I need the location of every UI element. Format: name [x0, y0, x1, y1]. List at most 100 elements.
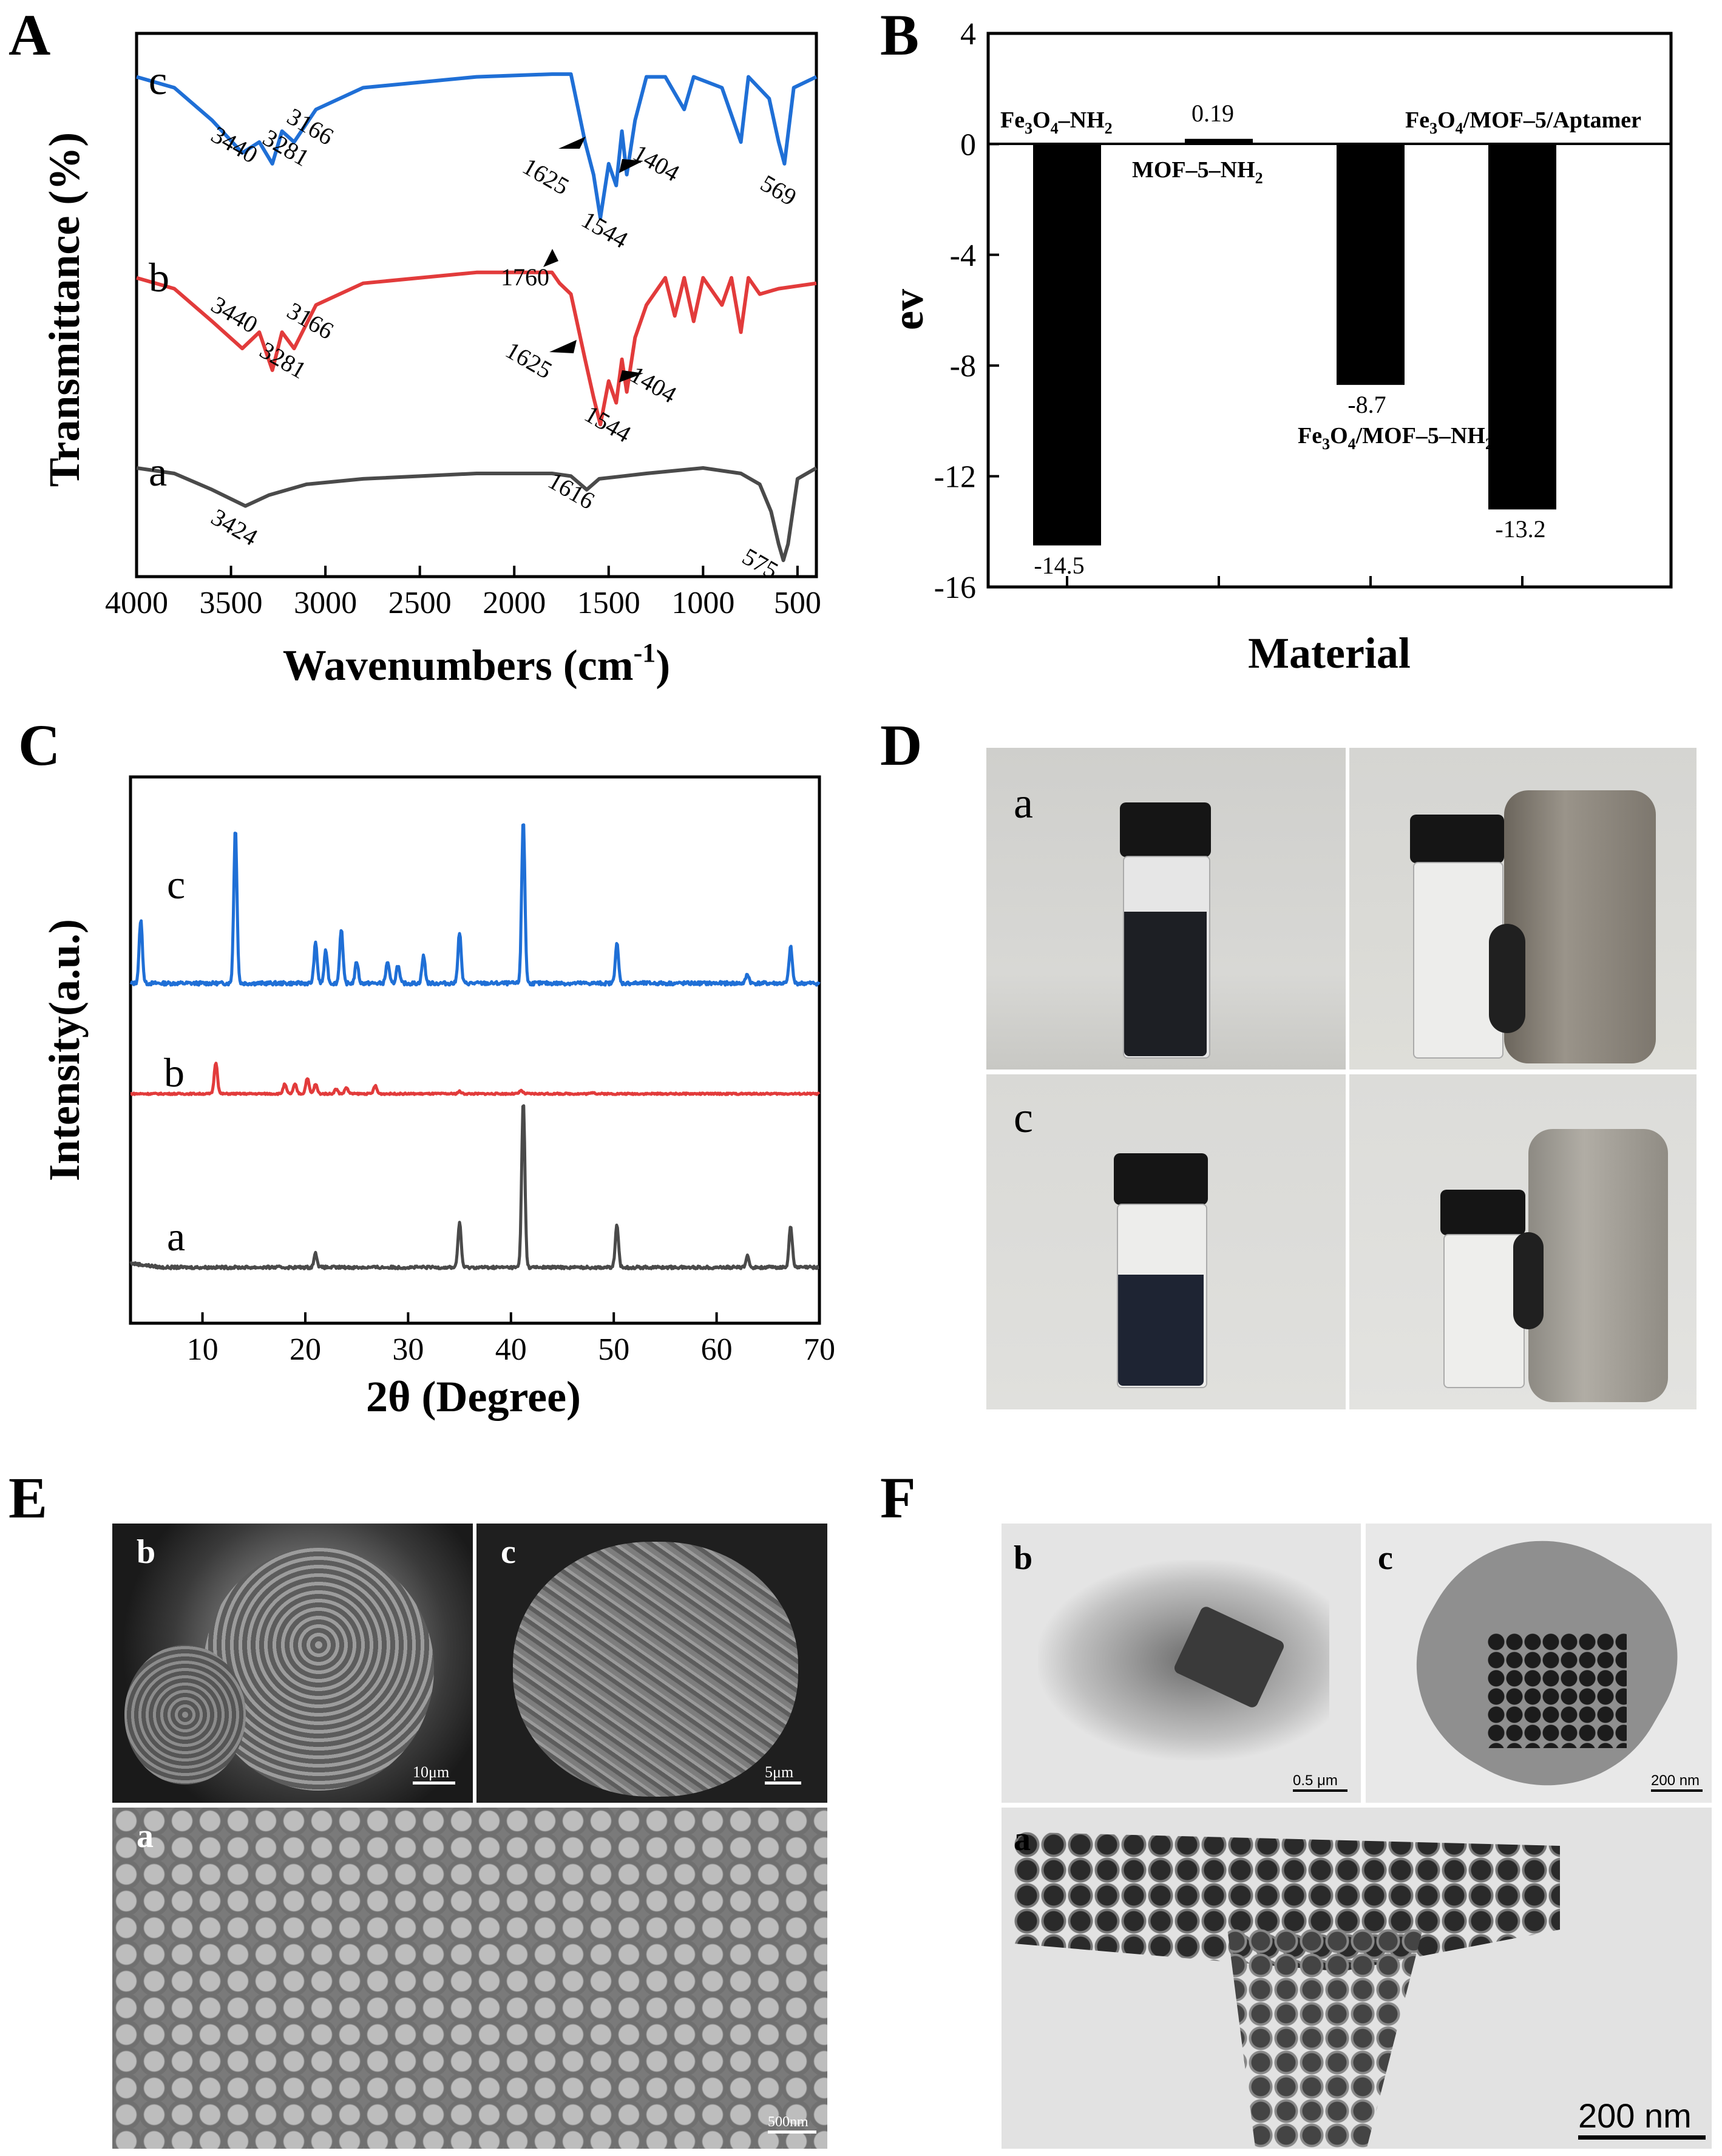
bar-y-tick-label: -8	[950, 349, 976, 384]
bar-category-label-3: Fe3O4/MOF–5/Aptamer	[1405, 107, 1641, 137]
xrd-series-b	[129, 1062, 821, 1096]
xrd-series-label-c: c	[167, 861, 185, 907]
bar-y-axis-label: ev	[884, 289, 932, 330]
bar-y-tick-label: -16	[934, 571, 976, 605]
ftir-arrow-c-1625	[558, 137, 586, 149]
tem-image-c: c 200 nm	[1366, 1524, 1712, 1803]
xrd-x-tick-label: 10	[187, 1332, 219, 1367]
xrd-chart: 10 20 30 40 50 60 70 Intensity(a.u.) 2θ (Degre…	[40, 775, 835, 1421]
bar-1	[1185, 138, 1253, 144]
ftir-series-label-a: a	[149, 449, 167, 495]
ftir-x-tick-label: 3500	[200, 586, 263, 620]
panel-letter-a: A	[8, 2, 51, 67]
sem-particle-icon	[203, 1548, 434, 1791]
ftir-arrow-c-1404	[619, 159, 643, 173]
xrd-series-c	[129, 823, 821, 987]
xrd-plot-frame	[129, 775, 821, 1325]
ftir-x-tick-label: 4000	[105, 586, 168, 620]
ftir-x-axis-label: Wavenumbers (cm-1)	[283, 638, 671, 690]
ftir-series-a	[136, 466, 818, 563]
bar-plot-frame	[986, 32, 1673, 589]
sem-grid: b 10μm c 5μm a 500nm	[112, 1524, 827, 2149]
ftir-annot-c-1625: 1625	[518, 152, 574, 200]
ftir-plot-frame	[135, 32, 818, 578]
ftir-chart: 4000 3500 3000 2500 2000 1500 1000 500 Transmit…	[40, 32, 821, 690]
vial-glass-icon	[1443, 1234, 1525, 1388]
ftir-x-tick-label: 2000	[483, 586, 546, 620]
bar-category-label-2: Fe3O4/MOF–5–NH2	[1298, 423, 1493, 453]
bar-value-label-0: -14.5	[1034, 552, 1084, 579]
bar-value-label-2: -8.7	[1347, 391, 1386, 418]
vial-photos-grid: a c	[986, 748, 1697, 1409]
photo-label-a: a	[1014, 779, 1033, 827]
sem-image-c: c 5μm	[476, 1524, 827, 1803]
sem-scalebar-b: 10μm	[413, 1763, 455, 1785]
magnetic-deposit-icon	[1489, 924, 1525, 1033]
sem-image-a: a 500nm	[112, 1808, 827, 2149]
tem-label-b: b	[1014, 1539, 1033, 1577]
sem-label-a: a	[137, 1817, 154, 1855]
sem-scalebar-c: 5μm	[765, 1763, 801, 1785]
tem-scalebar-c: 200 nm	[1651, 1772, 1703, 1792]
ftir-x-tick-label: 1500	[577, 586, 640, 620]
magnetic-deposit-icon	[1513, 1232, 1544, 1329]
bar-category-label-0: Fe3O4–NH2	[1000, 107, 1113, 137]
vial-glass-icon	[1413, 862, 1503, 1059]
bar-y-tick-label: 0	[960, 127, 976, 162]
ftir-annot-a-3424: 3424	[207, 503, 263, 551]
tem-nanoparticles-icon	[1227, 1929, 1423, 2148]
vial-liquid-dark	[1118, 1275, 1204, 1386]
xrd-x-tick-label: 50	[598, 1332, 629, 1367]
photo-magnet-a	[1349, 748, 1697, 1070]
ftir-annot-b-1625: 1625	[501, 336, 557, 384]
xrd-series-a	[129, 1104, 820, 1270]
ftir-annot-b-3166: 3166	[283, 297, 339, 345]
magnet-icon	[1504, 790, 1656, 1063]
ftir-x-tick-label: 2500	[388, 586, 452, 620]
vial-cap-icon	[1120, 802, 1211, 857]
xrd-x-tick-label: 20	[290, 1332, 321, 1367]
tem-label-c: c	[1378, 1539, 1393, 1577]
vial-liquid-dark	[1124, 912, 1207, 1056]
photo-dispersed-a: a	[986, 748, 1346, 1070]
tem-image-b: b 0.5 μm	[1002, 1524, 1361, 1803]
tem-scalebar-a: 200 nm	[1578, 2096, 1706, 2140]
panel-letter-e: E	[8, 1465, 48, 1530]
vial-cap-icon	[1440, 1190, 1525, 1235]
sem-particle-icon	[513, 1542, 798, 1797]
bar-y-tick-label: -4	[950, 239, 976, 273]
ftir-annot-b-1760: 1760	[501, 263, 549, 291]
ftir-annot-b-1544: 1544	[580, 400, 636, 448]
photo-magnet-c	[1349, 1074, 1697, 1409]
tem-image-a: a 200 nm	[1002, 1808, 1712, 2149]
ftir-series-b	[136, 270, 817, 427]
xrd-x-tick-label: 70	[804, 1332, 835, 1367]
bar-3	[1488, 144, 1556, 510]
ftir-annot-b-1404: 1404	[626, 361, 682, 408]
bar-2	[1337, 144, 1405, 385]
ftir-annot-c-3440: 3440	[207, 121, 263, 169]
vial-cap-icon	[1114, 1153, 1208, 1205]
ftir-arrow-b-1625	[549, 340, 577, 353]
ftir-arrow-b-1404	[619, 370, 643, 382]
ftir-annot-c-569: 569	[756, 169, 801, 211]
tem-grid: b 0.5 μm c 200 nm a 200 nm	[1002, 1524, 1712, 2149]
tem-scalebar-b: 0.5 μm	[1293, 1772, 1347, 1792]
ftir-x-tick-label: 1000	[671, 586, 734, 620]
panel-letter-b: B	[880, 2, 920, 67]
sem-label-b: b	[137, 1533, 156, 1571]
xrd-x-tick-label: 30	[392, 1332, 424, 1367]
panel-letter-c: C	[18, 713, 61, 778]
ftir-series-label-c: c	[149, 57, 167, 103]
ftir-series-label-b: b	[149, 254, 169, 300]
bar-x-axis-label: Material	[1248, 629, 1411, 677]
bar-y-tick-label: 4	[960, 17, 976, 52]
xrd-y-axis-label: Intensity(a.u.)	[40, 919, 89, 1181]
xrd-x-tick-label: 60	[701, 1332, 733, 1367]
sem-label-c: c	[501, 1533, 516, 1571]
xrd-series-label-b: b	[164, 1049, 185, 1096]
ftir-arrow-b-1760	[543, 249, 558, 267]
bar-value-label-3: -13.2	[1495, 515, 1545, 543]
ftir-x-tick-label: 3000	[294, 586, 357, 620]
photo-label-c: c	[1014, 1093, 1033, 1142]
